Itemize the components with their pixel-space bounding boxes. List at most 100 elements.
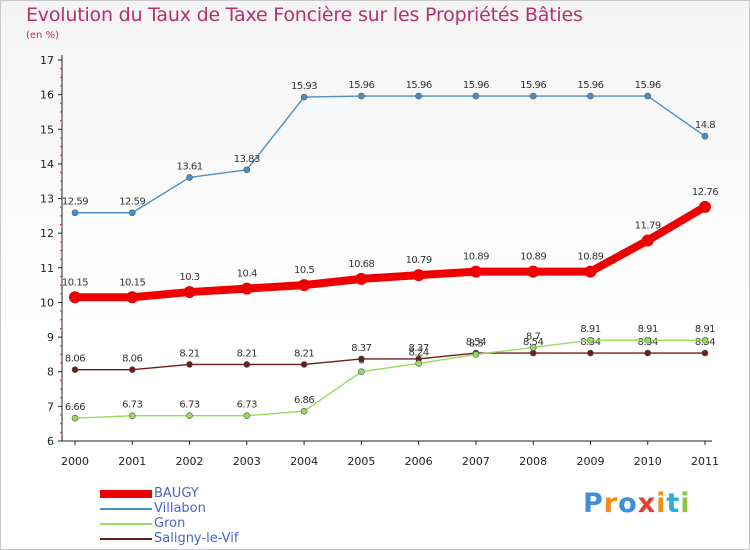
y-tick-label: 14 (40, 158, 54, 171)
data-point-baugy (183, 286, 196, 299)
data-point-baugy (355, 272, 368, 285)
legend-label-baugy: BAUGY (154, 486, 199, 501)
data-label-gron: 8.91 (580, 324, 600, 335)
legend-item-saligny-le-vif: Saligny-le-Vif (100, 531, 238, 546)
data-point-baugy (69, 291, 81, 304)
data-point-baugy (699, 200, 711, 213)
x-tick-label: 2000 (61, 455, 89, 468)
data-label-villabon: 15.96 (463, 80, 489, 91)
y-tick-label: 6 (47, 435, 54, 448)
x-tick-label: 2008 (519, 455, 547, 468)
legend-swatch-baugy (100, 489, 152, 498)
data-point-saligny-le-vif (529, 349, 537, 357)
data-point-gron (529, 344, 537, 351)
unit-label: (en %) (26, 30, 59, 41)
data-label-gron: 6.73 (179, 400, 199, 411)
data-label-saligny-le-vif: 8.21 (237, 348, 257, 359)
x-tick-label: 2010 (634, 455, 662, 468)
data-label-villabon: 12.59 (119, 197, 145, 208)
y-tick-label: 15 (40, 123, 54, 136)
data-label-gron: 8.7 (526, 331, 541, 342)
legend-label-villabon: Villabon (154, 501, 206, 516)
data-point-villabon (644, 92, 652, 100)
legend-label-gron: Gron (154, 516, 186, 531)
data-point-gron (186, 412, 193, 420)
data-label-saligny-le-vif: 8.37 (409, 343, 429, 354)
data-label-baugy: 10.4 (237, 269, 257, 280)
data-point-saligny-le-vif (186, 361, 193, 368)
logo-letter: x (637, 488, 657, 519)
logo-letter: r (603, 488, 619, 519)
data-label-gron: 8.24 (409, 347, 429, 358)
data-label-saligny-le-vif: 8.21 (294, 348, 314, 359)
data-label-villabon: 12.59 (62, 197, 88, 208)
legend-swatch-saligny-le-vif (100, 537, 152, 540)
logo-letter: i (656, 488, 667, 519)
data-point-gron (644, 336, 652, 344)
data-point-villabon (701, 132, 709, 140)
data-point-gron (358, 368, 365, 376)
data-label-gron: 6.73 (237, 400, 257, 411)
data-label-saligny-le-vif: 8.06 (65, 354, 85, 365)
data-point-villabon (358, 92, 365, 100)
data-point-gron (587, 336, 594, 344)
data-point-saligny-le-vif (243, 361, 251, 368)
data-point-saligny-le-vif (128, 366, 136, 373)
data-point-baugy (641, 234, 654, 247)
data-label-baugy: 10.15 (62, 277, 88, 288)
data-point-villabon (243, 166, 251, 174)
y-tick-label: 8 (47, 366, 54, 379)
y-tick-label: 12 (40, 227, 54, 240)
data-point-villabon (128, 209, 136, 217)
x-tick-label: 2004 (290, 455, 318, 468)
y-tick-label: 7 (47, 400, 54, 413)
data-point-saligny-le-vif (71, 366, 79, 373)
data-label-villabon: 15.93 (291, 81, 317, 92)
x-tick-label: 2001 (118, 455, 146, 468)
data-point-baugy (527, 265, 540, 278)
series-line-villabon (74, 95, 706, 214)
data-label-gron: 6.86 (294, 395, 314, 406)
data-point-baugy (298, 279, 311, 292)
data-label-gron: 8.91 (638, 324, 658, 335)
data-label-villabon: 15.96 (406, 80, 432, 91)
data-point-villabon (300, 93, 308, 101)
data-label-baugy: 11.79 (635, 220, 661, 231)
y-tick-label: 10 (40, 296, 54, 309)
data-label-villabon: 15.96 (520, 80, 546, 91)
y-tick-label: 9 (47, 331, 54, 344)
data-label-villabon: 15.96 (348, 80, 374, 91)
data-point-baugy (469, 265, 482, 278)
data-label-villabon: 15.96 (635, 80, 661, 91)
data-point-villabon (529, 92, 537, 100)
data-label-saligny-le-vif: 8.21 (179, 348, 199, 359)
data-point-saligny-le-vif (644, 349, 652, 357)
x-tick-label: 2003 (233, 455, 261, 468)
data-label-saligny-le-vif: 8.54 (466, 337, 486, 348)
y-tick-label: 13 (40, 193, 54, 206)
data-point-villabon (472, 92, 480, 100)
data-point-villabon (71, 209, 79, 217)
data-label-baugy: 10.89 (577, 252, 603, 263)
data-point-baugy (412, 269, 425, 282)
data-label-saligny-le-vif: 8.54 (523, 337, 543, 348)
data-label-gron: 6.73 (122, 400, 142, 411)
data-label-baugy: 10.89 (463, 252, 489, 263)
legend-swatch-gron (100, 522, 152, 525)
data-label-villabon: 13.61 (176, 161, 202, 172)
logo-letter: t (666, 488, 681, 519)
data-point-saligny-le-vif (587, 349, 594, 357)
data-point-villabon (415, 92, 422, 100)
data-label-villabon: 13.83 (234, 154, 260, 165)
data-label-saligny-le-vif: 8.37 (351, 343, 371, 354)
chart-legend: BAUGY Villabon Gron Saligny-le-Vif (100, 486, 238, 546)
chart-title: Evolution du Taux de Taxe Foncière sur l… (26, 4, 583, 26)
data-label-baugy: 10.79 (406, 255, 432, 266)
data-label-baugy: 10.68 (348, 259, 374, 270)
data-label-baugy: 10.15 (119, 277, 145, 288)
logo-letter: i (680, 488, 691, 519)
data-label-baugy: 10.5 (294, 265, 314, 276)
data-point-gron (300, 407, 308, 415)
x-tick-label: 2007 (462, 455, 490, 468)
